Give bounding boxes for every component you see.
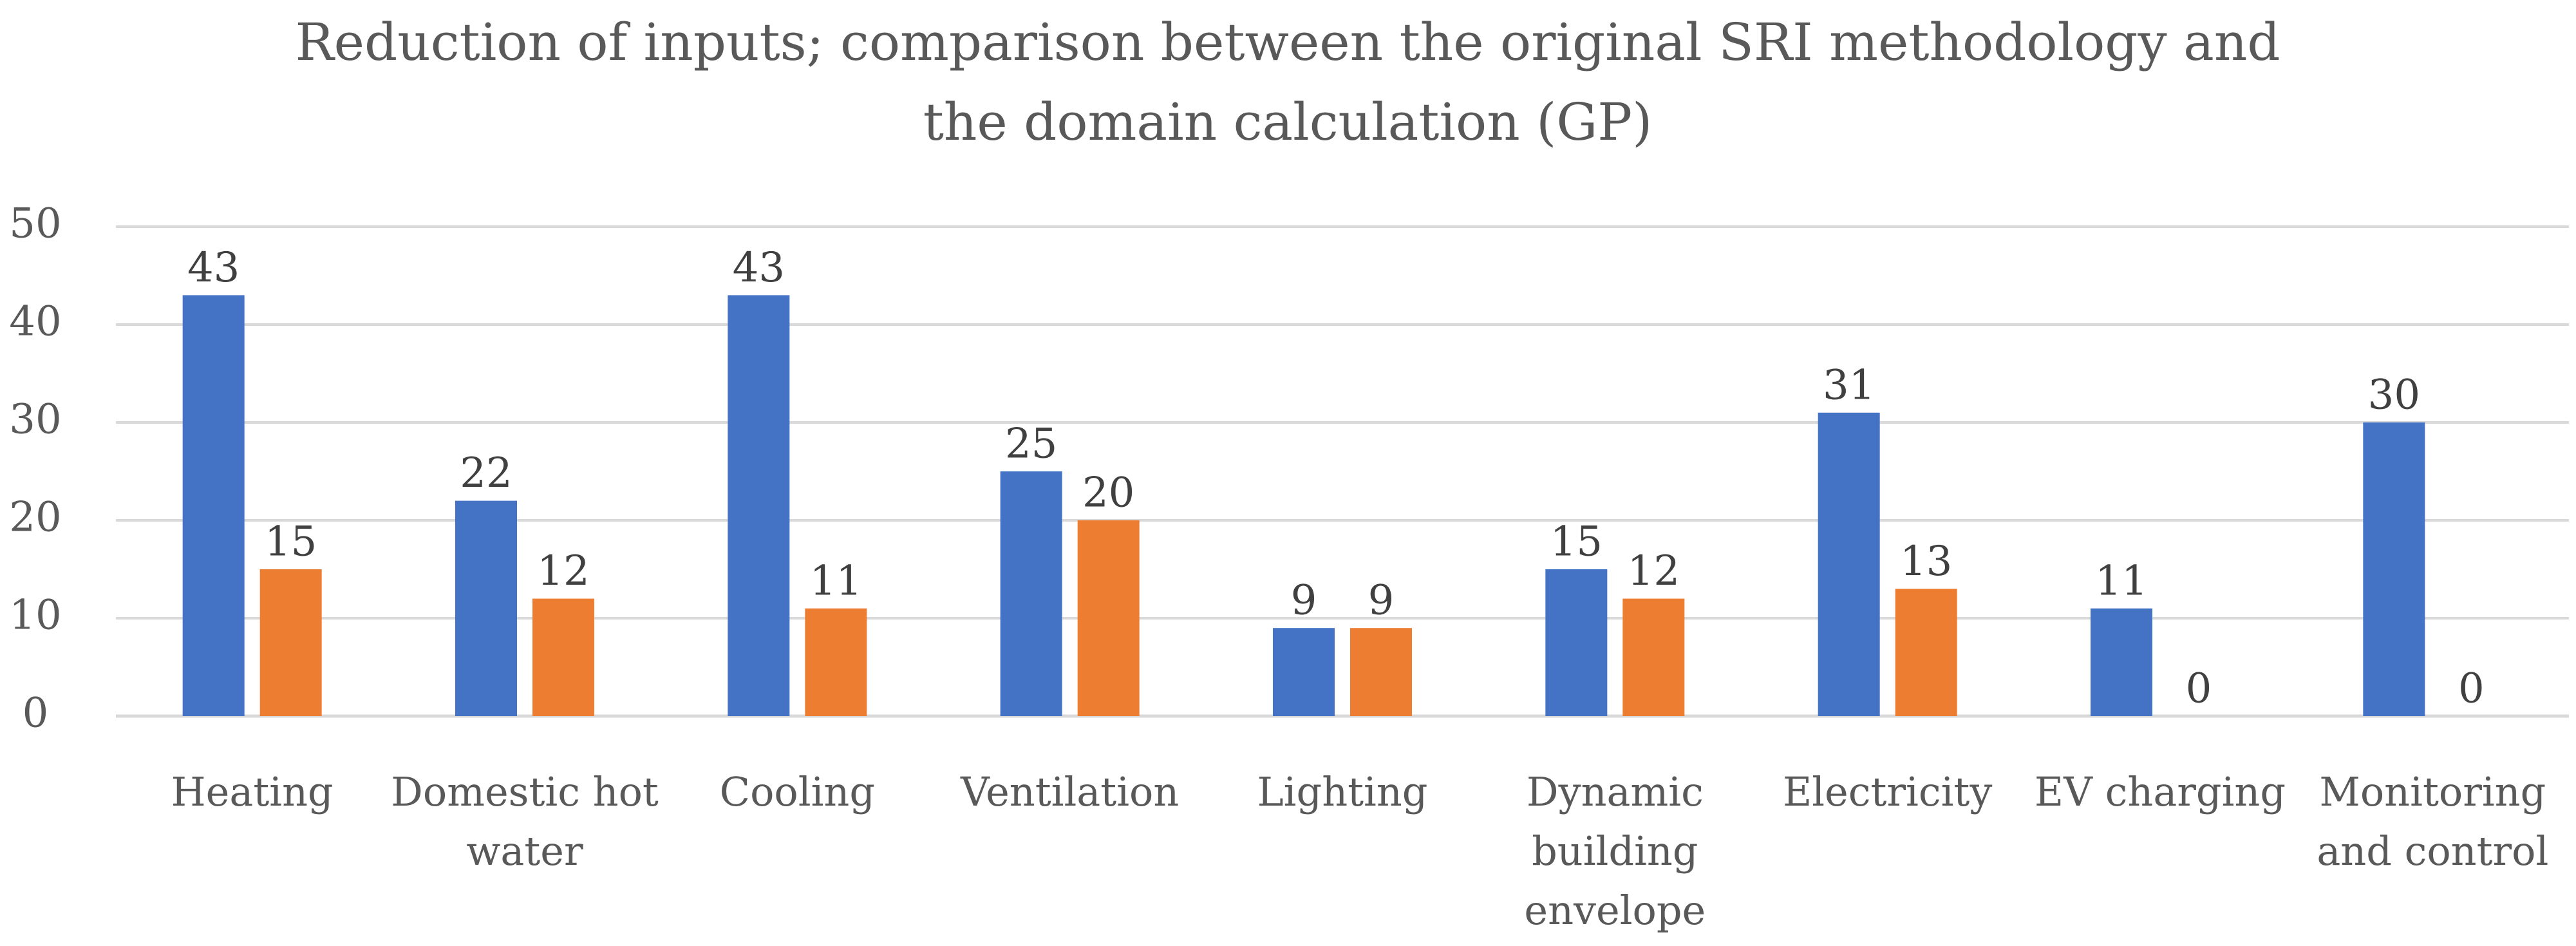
bar-original-3	[1000, 471, 1062, 716]
category-label: Domestic hot	[391, 768, 659, 815]
bar-original-1	[455, 500, 517, 716]
y-tick-label: 10	[9, 592, 61, 639]
data-label: 30	[2368, 372, 2420, 419]
bar-domain-4	[1350, 628, 1412, 716]
category-label: Monitoring	[2319, 768, 2546, 815]
y-tick-label: 40	[9, 298, 61, 346]
category-label: and control	[2317, 828, 2548, 875]
y-axis-ticks: 0 10 20 30 40 50	[9, 200, 61, 737]
bar-original-6	[1818, 412, 1880, 716]
data-label: 13	[1900, 538, 1952, 585]
category-label: building	[1532, 828, 1698, 875]
gridlines	[116, 225, 2569, 718]
data-label: 12	[537, 547, 589, 595]
data-label: 11	[810, 557, 862, 605]
bar-original-5	[1545, 569, 1608, 716]
data-labels: 43 15 22 12 43 11 25 20 9 9 15 12 31 13 11 0 30 0	[187, 244, 2485, 713]
bar-domain-1	[532, 598, 594, 716]
bar-domain-6	[1895, 589, 1957, 716]
data-label: 0	[2458, 665, 2485, 713]
bar-original-7	[2091, 608, 2152, 716]
chart-title-line: the domain calculation (GP)	[923, 92, 1653, 152]
category-label: Electricity	[1783, 768, 1992, 815]
data-label: 31	[1823, 361, 1875, 409]
bar-original-0	[182, 295, 245, 716]
data-label: 43	[187, 244, 240, 292]
category-label: EV charging	[2035, 768, 2286, 815]
category-label: Heating	[171, 768, 334, 815]
chart-title: Reduction of inputs; comparison between …	[295, 12, 2280, 152]
data-label: 15	[265, 518, 317, 566]
data-label: 9	[1368, 577, 1395, 625]
data-label: 15	[1550, 518, 1603, 566]
bar-original-4	[1273, 628, 1335, 716]
data-label: 20	[1082, 469, 1134, 517]
bar-domain-3	[1077, 520, 1140, 716]
data-label: 22	[460, 449, 512, 497]
bar-domain-2	[805, 608, 867, 716]
data-label: 9	[1291, 577, 1317, 625]
y-tick-label: 30	[9, 396, 61, 444]
bar-original-2	[728, 295, 790, 716]
data-label: 25	[1005, 421, 1057, 468]
y-tick-label: 0	[23, 690, 49, 737]
category-label: Cooling	[720, 768, 875, 815]
category-label: Lighting	[1257, 768, 1428, 815]
category-label: envelope	[1524, 887, 1706, 934]
chart-title-line: Reduction of inputs; comparison between …	[295, 12, 2280, 72]
data-label: 43	[733, 244, 785, 292]
bar-domain-0	[259, 569, 322, 716]
x-axis-categories: Heating Domestic hot water Cooling Ventilati…	[171, 768, 2549, 934]
bars	[182, 295, 2425, 716]
data-label: 12	[1628, 547, 1680, 595]
y-tick-label: 50	[9, 200, 61, 248]
category-label: water	[466, 828, 583, 875]
category-label: Ventilation	[960, 768, 1179, 815]
data-label: 0	[2186, 665, 2212, 713]
bar-domain-5	[1622, 598, 1685, 716]
y-tick-label: 20	[9, 494, 61, 542]
bar-original-8	[2363, 422, 2425, 716]
data-label: 11	[2095, 557, 2147, 605]
category-label: Dynamic	[1527, 768, 1704, 815]
